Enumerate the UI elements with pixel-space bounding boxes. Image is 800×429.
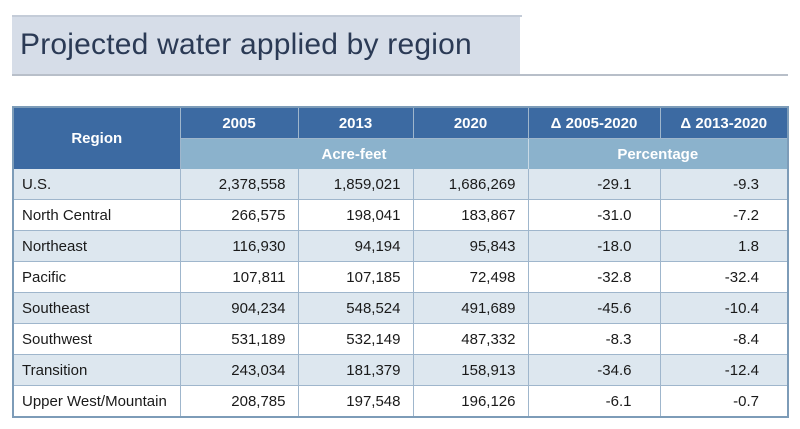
- value-2013-cell: 197,548: [298, 385, 414, 417]
- value-2020-cell: 1,686,269: [413, 169, 529, 200]
- change-2013-2020-cell: -8.4: [660, 323, 788, 355]
- region-cell: Upper West/Mountain: [13, 385, 181, 417]
- change-2005-2020-cell: -29.1: [528, 169, 661, 200]
- title-top-rule: [12, 15, 522, 17]
- value-2005-cell: 116,930: [180, 230, 299, 262]
- change-2005-2020-cell: -34.6: [528, 354, 661, 386]
- value-2013-cell: 1,859,021: [298, 169, 414, 200]
- change-2005-2020-cell: -31.0: [528, 199, 661, 231]
- change-2013-2020-cell: -9.3: [660, 169, 788, 200]
- value-2005-cell: 266,575: [180, 199, 299, 231]
- table-row: Southwest 531,189 532,149 487,332 -8.3 -8.4: [13, 323, 788, 355]
- change-2013-2020-cell: -32.4: [660, 261, 788, 293]
- table-body: U.S. 2,378,558 1,859,021 1,686,269 -29.1 -9.3…: [13, 169, 788, 417]
- acre-feet-unit-header: Acre-feet: [180, 138, 529, 169]
- value-2020-cell: 196,126: [413, 385, 529, 417]
- value-2005-cell: 2,378,558: [180, 169, 299, 200]
- value-2020-cell: 95,843: [413, 230, 529, 262]
- value-2020-cell: 158,913: [413, 354, 529, 386]
- value-2013-cell: 532,149: [298, 323, 414, 355]
- value-2013-cell: 94,194: [298, 230, 414, 262]
- region-cell: North Central: [13, 199, 181, 231]
- value-2013-cell: 181,379: [298, 354, 414, 386]
- value-2005-cell: 208,785: [180, 385, 299, 417]
- value-2005-cell: 531,189: [180, 323, 299, 355]
- change-2005-2020-cell: -18.0: [528, 230, 661, 262]
- change-2013-2020-cell: -7.2: [660, 199, 788, 231]
- region-cell: Transition: [13, 354, 181, 386]
- change-2013-2020-cell: -12.4: [660, 354, 788, 386]
- region-cell: Northeast: [13, 230, 181, 262]
- value-2013-cell: 548,524: [298, 292, 414, 324]
- year-header-2005: 2005: [180, 107, 299, 139]
- year-header-2020: 2020: [413, 107, 529, 139]
- change-2005-2020-cell: -32.8: [528, 261, 661, 293]
- table-row: Southeast 904,234 548,524 491,689 -45.6 -10.4: [13, 292, 788, 324]
- title-divider: [12, 74, 788, 76]
- region-column-header: Region: [13, 107, 181, 169]
- change-2013-2020-cell: 1.8: [660, 230, 788, 262]
- title-band: [12, 16, 520, 74]
- table-row: Transition 243,034 181,379 158,913 -34.6 -12.…: [13, 354, 788, 386]
- value-2020-cell: 491,689: [413, 292, 529, 324]
- region-cell: Southeast: [13, 292, 181, 324]
- year-header-2013: 2013: [298, 107, 414, 139]
- value-2005-cell: 107,811: [180, 261, 299, 293]
- region-cell: U.S.: [13, 169, 181, 200]
- table-row: U.S. 2,378,558 1,859,021 1,686,269 -29.1 -9.3: [13, 169, 788, 200]
- table-row: Upper West/Mountain 208,785 197,548 196,126…: [13, 385, 788, 417]
- percentage-unit-header: Percentage: [528, 138, 788, 169]
- change-2005-2020-cell: -8.3: [528, 323, 661, 355]
- change-2013-2020-cell: -10.4: [660, 292, 788, 324]
- page-title: Projected water applied by region: [20, 28, 472, 61]
- table-row: Pacific 107,811 107,185 72,498 -32.8 -32.4: [13, 261, 788, 293]
- value-2005-cell: 904,234: [180, 292, 299, 324]
- value-2005-cell: 243,034: [180, 354, 299, 386]
- water-applied-table: Region 2005 2013 2020 Δ 2005-2020 Δ 2013…: [12, 106, 789, 418]
- table-row: North Central 266,575 198,041 183,867 -31.0-…: [13, 199, 788, 231]
- change-2013-2020-cell: -0.7: [660, 385, 788, 417]
- change-header-2013-2020: Δ 2013-2020: [660, 107, 788, 139]
- value-2020-cell: 72,498: [413, 261, 529, 293]
- region-cell: Pacific: [13, 261, 181, 293]
- change-2005-2020-cell: -45.6: [528, 292, 661, 324]
- region-cell: Southwest: [13, 323, 181, 355]
- table-row: Northeast 116,930 94,194 95,843 -18.0 1.8: [13, 230, 788, 262]
- value-2013-cell: 107,185: [298, 261, 414, 293]
- value-2013-cell: 198,041: [298, 199, 414, 231]
- value-2020-cell: 183,867: [413, 199, 529, 231]
- change-header-2005-2020: Δ 2005-2020: [528, 107, 661, 139]
- change-2005-2020-cell: -6.1: [528, 385, 661, 417]
- value-2020-cell: 487,332: [413, 323, 529, 355]
